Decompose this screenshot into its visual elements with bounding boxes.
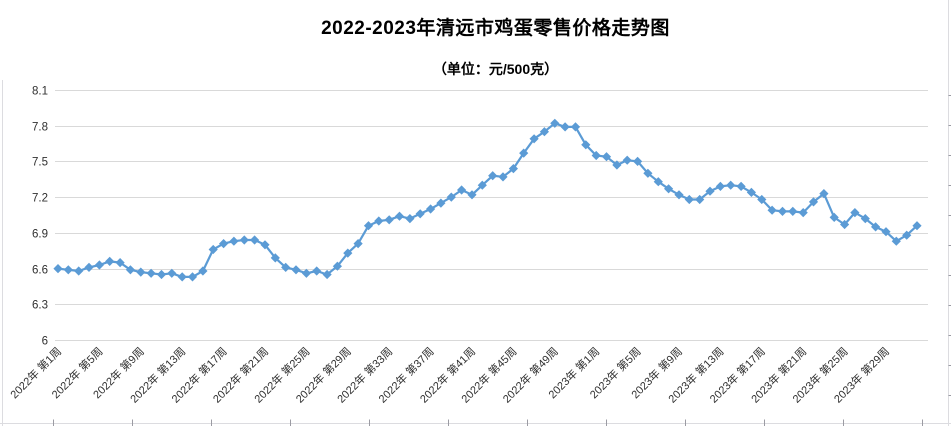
- chart-subtitle: （单位：元/500克）: [432, 61, 559, 77]
- gridlines: [55, 90, 928, 341]
- price-series: [53, 118, 922, 282]
- y-tick-label: 6.9: [32, 229, 48, 241]
- y-tick-label: 6.3: [32, 300, 48, 312]
- y-tick-label: 7.8: [32, 122, 48, 134]
- chart-title: 2022-2023年清远市鸡蛋零售价格走势图: [321, 18, 670, 39]
- y-tick-label: 7.2: [32, 193, 48, 205]
- price-series-markers: [53, 118, 922, 282]
- y-tick-label: 7.5: [32, 157, 48, 169]
- y-axis-labels: 8.1 7.8 7.5 7.2 6.9 6.6 6.3 6: [32, 86, 48, 348]
- y-tick-label: 8.1: [32, 86, 48, 98]
- y-tick-label: 6.6: [32, 265, 48, 277]
- price-series-line: [56, 122, 919, 278]
- y-tick-label: 6: [42, 336, 48, 348]
